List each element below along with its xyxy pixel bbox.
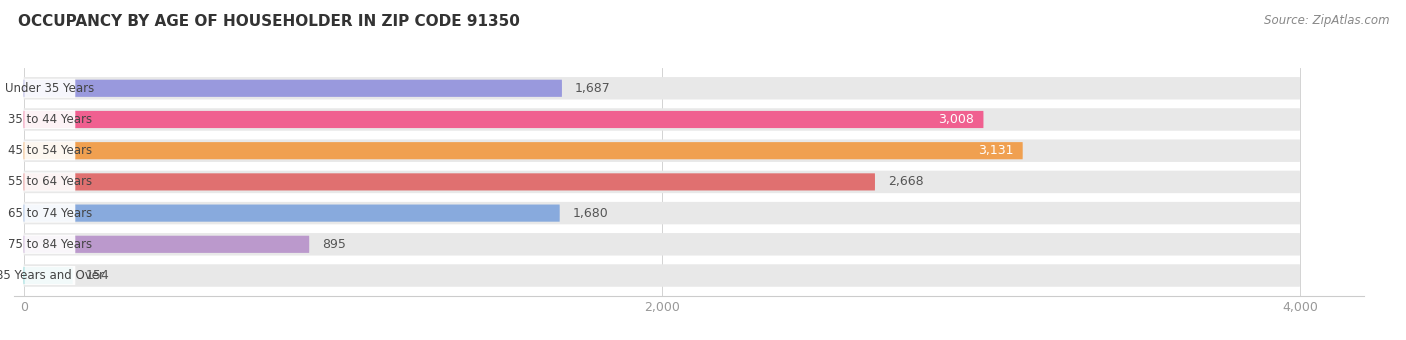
- Text: 45 to 54 Years: 45 to 54 Years: [8, 144, 91, 157]
- FancyBboxPatch shape: [24, 111, 983, 128]
- Text: 35 to 44 Years: 35 to 44 Years: [8, 113, 91, 126]
- Text: Under 35 Years: Under 35 Years: [6, 82, 94, 95]
- FancyBboxPatch shape: [24, 202, 1301, 224]
- Text: 85 Years and Over: 85 Years and Over: [0, 269, 104, 282]
- FancyBboxPatch shape: [24, 267, 73, 284]
- Text: 1,687: 1,687: [575, 82, 610, 95]
- FancyBboxPatch shape: [24, 235, 76, 254]
- FancyBboxPatch shape: [24, 173, 875, 190]
- Text: 3,131: 3,131: [977, 144, 1014, 157]
- Text: 154: 154: [86, 269, 110, 282]
- FancyBboxPatch shape: [24, 108, 1301, 131]
- FancyBboxPatch shape: [24, 266, 76, 285]
- Text: 2,668: 2,668: [887, 175, 924, 188]
- FancyBboxPatch shape: [24, 264, 1301, 287]
- Text: 1,680: 1,680: [572, 207, 609, 220]
- Text: Source: ZipAtlas.com: Source: ZipAtlas.com: [1264, 14, 1389, 27]
- FancyBboxPatch shape: [24, 205, 560, 222]
- FancyBboxPatch shape: [24, 204, 76, 223]
- FancyBboxPatch shape: [24, 77, 1301, 100]
- Text: 55 to 64 Years: 55 to 64 Years: [8, 175, 91, 188]
- FancyBboxPatch shape: [24, 139, 1301, 162]
- FancyBboxPatch shape: [24, 171, 1301, 193]
- FancyBboxPatch shape: [24, 172, 76, 191]
- FancyBboxPatch shape: [24, 141, 76, 160]
- Text: 895: 895: [322, 238, 346, 251]
- Text: 3,008: 3,008: [938, 113, 974, 126]
- Text: OCCUPANCY BY AGE OF HOUSEHOLDER IN ZIP CODE 91350: OCCUPANCY BY AGE OF HOUSEHOLDER IN ZIP C…: [18, 14, 520, 29]
- FancyBboxPatch shape: [24, 79, 76, 98]
- FancyBboxPatch shape: [24, 110, 76, 129]
- Text: 75 to 84 Years: 75 to 84 Years: [8, 238, 91, 251]
- Text: 65 to 74 Years: 65 to 74 Years: [7, 207, 91, 220]
- FancyBboxPatch shape: [24, 142, 1022, 159]
- FancyBboxPatch shape: [24, 233, 1301, 256]
- FancyBboxPatch shape: [24, 80, 562, 97]
- FancyBboxPatch shape: [24, 236, 309, 253]
